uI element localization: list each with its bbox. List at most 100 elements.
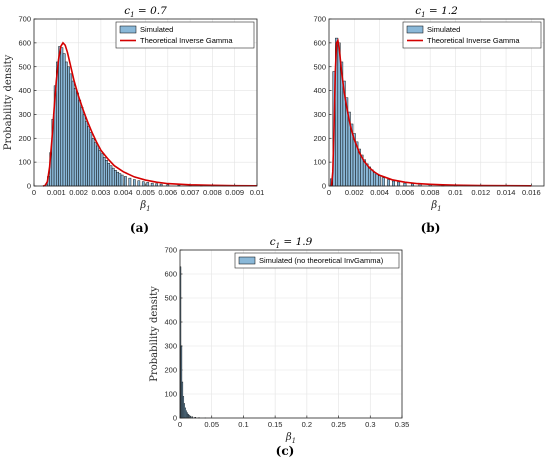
histogram-bar [124,176,127,187]
histogram-bar [378,175,382,187]
histogram-bar [91,138,95,187]
y-tick-label: 300 [313,110,326,119]
y-tick-label: 200 [164,366,177,375]
x-tick-label: 0.012 [471,188,490,197]
y-tick-label: 200 [313,134,326,143]
axes-frame [33,18,258,187]
histogram-bar [137,180,141,187]
x-axis-label: β1 [285,432,296,445]
x-tick-label: 0.008 [421,188,440,197]
histogram-bar [67,66,70,187]
histogram-bar [87,126,90,187]
chart-title: c1 = 1.9 [270,236,313,250]
histogram-bar [365,163,369,187]
histogram-bar [133,179,136,187]
y-tick-label: 0 [173,414,177,423]
histogram-bar [367,166,371,187]
x-tick-label: 0.014 [497,188,516,197]
legend-box [402,21,542,49]
chart-panel-3: 0 0.05 0.1 0.15 0.2 0.25 0.3 0.35 0 100 200 300 400 5… [149,236,409,458]
y-tick-label: 700 [18,15,31,24]
histogram-bar [93,142,97,187]
histogram-bar [76,92,79,187]
histogram-bar [98,149,102,187]
y-tick-label: 600 [164,270,177,279]
x-tick-label: 0.003 [92,188,111,197]
histogram-bar [397,181,401,187]
x-tick-label: 0.009 [225,188,244,197]
legend: Simulated Theoretical Inverse Gamma [402,21,542,49]
x-tick-label: 0.002 [345,188,364,197]
histogram-bar [392,180,395,187]
legend-box [234,252,400,269]
histogram-bar [375,173,379,187]
histogram-bar [141,181,145,187]
histogram-bar [85,121,88,187]
histogram-bar [105,160,108,187]
x-tick-label: 0.05 [204,420,219,429]
y-tick-label: 500 [164,294,177,303]
y-tick-label: 700 [164,246,177,255]
legend: Simulated (no theoretical InvGamma) [234,252,400,269]
histogram-bar [71,80,75,187]
histogram-bar [120,174,124,187]
histogram-bar [116,171,119,187]
histogram-bar [111,167,115,187]
legend: Simulated Theoretical Inverse Gamma [115,21,255,49]
legend-swatch-histogram [119,25,137,34]
histogram-bar [373,171,377,187]
histogram-bar [69,73,73,187]
y-tick-label: 100 [164,390,177,399]
x-axis-label: β1 [139,200,150,213]
histogram-bar [80,107,84,187]
x-tick-label: 0.01 [448,188,463,197]
chart-panel-1: 0 0.001 0.002 0.003 0.004 0.005 0.006 0.007 0.00… [3,5,264,235]
y-tick-label: 600 [313,38,326,47]
histogram-bar [73,87,77,187]
x-tick-label: 0.007 [181,188,200,197]
legend-box [115,21,255,49]
histogram-bar [64,61,68,187]
histogram-bar [146,182,150,187]
histogram-bar [150,182,154,187]
legend-label: Theoretical Inverse Gamma [140,36,233,45]
y-tick-label: 600 [18,38,31,47]
x-tick-label: 0.006 [395,188,414,197]
x-tick-label: 0.01 [250,188,265,197]
x-tick-label: 0.006 [158,188,177,197]
x-tick-label: 0.005 [136,188,155,197]
histogram-bar [58,46,61,187]
histogram-bar [107,163,111,187]
histogram-bar [370,169,374,187]
histogram-bar [100,153,104,187]
theoretical-curve [42,41,258,187]
histogram-bar [89,132,93,187]
y-tick-label: 200 [18,134,31,143]
panel-label: (a) [130,221,149,235]
legend-swatch-histogram [406,25,424,34]
histogram-bar [118,173,122,187]
legend-swatch-histogram [238,256,256,265]
panel-label: (c) [276,444,295,458]
axes-frame [179,249,403,419]
y-tick-label: 700 [313,15,326,24]
histogram-bar [102,157,106,187]
y-tick-label: 100 [18,158,31,167]
histogram-bar [403,182,407,187]
x-tick-label: 0.002 [69,188,88,197]
histogram-bar [188,414,190,419]
x-tick-label: 0.25 [331,420,346,429]
x-tick-label: 0.008 [203,188,222,197]
x-tick-label: 0.2 [302,420,312,429]
chart-title: c1 = 0.7 [124,5,167,19]
histogram-bar [82,114,86,187]
y-tick-label: 400 [18,86,31,95]
x-tick-label: 0 [32,188,36,197]
y-tick-label: 300 [18,110,31,119]
histogram-bar [386,179,390,187]
y-tick-label: 500 [313,62,326,71]
legend-label: Simulated [140,25,173,34]
y-tick-label: 100 [313,158,326,167]
y-tick-label: 0 [322,182,326,191]
histogram-bar [381,177,385,187]
